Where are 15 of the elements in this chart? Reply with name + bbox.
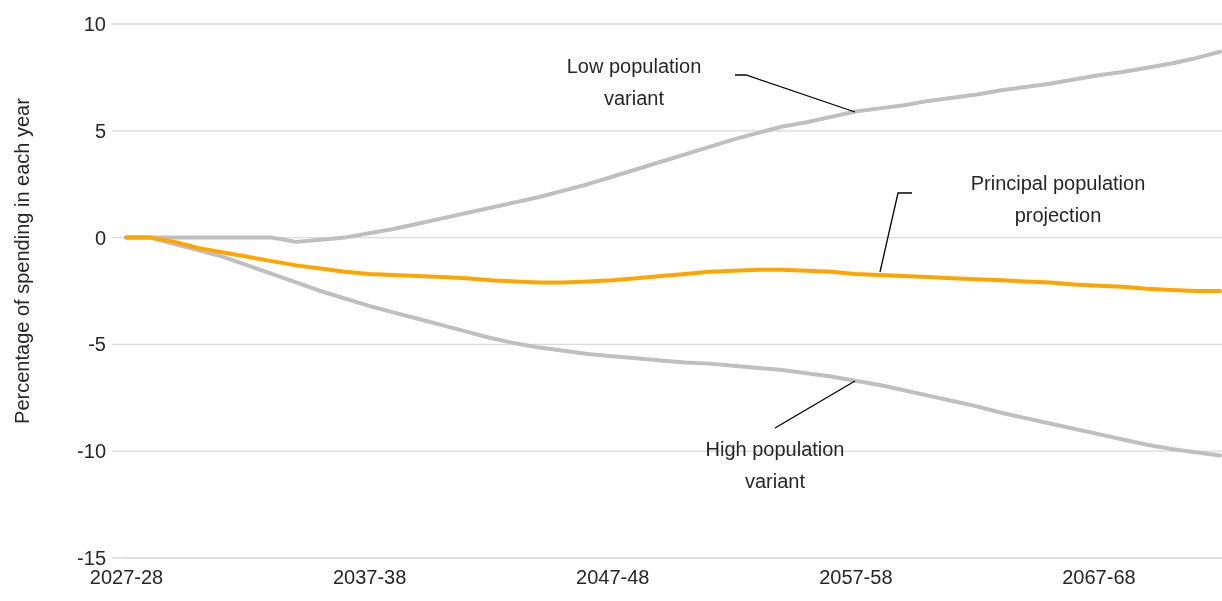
x-tick-label: 2057-58 xyxy=(819,566,893,589)
text: High population variant xyxy=(705,438,845,492)
x-tick-label: 2047-48 xyxy=(576,566,650,589)
y-tick-label: -10 xyxy=(77,440,106,463)
y-tick-label: 10 xyxy=(83,12,106,35)
x-tick-label: 2037-38 xyxy=(332,566,407,589)
x-tick-label: 2027-28 xyxy=(89,566,164,589)
y-axis-title: Percentage of spending in each year xyxy=(11,97,33,424)
y-tick-label: 0 xyxy=(94,226,106,249)
y-tick-label: 5 xyxy=(94,119,106,142)
text: Principal population projection xyxy=(970,172,1146,226)
series-label: Low population variant xyxy=(566,55,702,109)
y-tick-label: -15 xyxy=(77,546,106,569)
x-tick-label: 2067-68 xyxy=(1062,566,1136,589)
y-tick-label: -5 xyxy=(88,333,106,356)
